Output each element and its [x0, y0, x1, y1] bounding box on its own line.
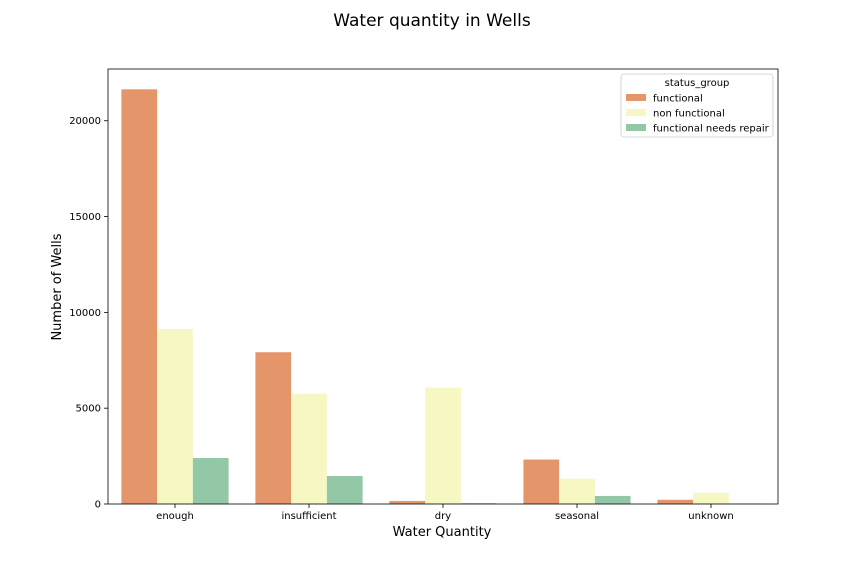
x-tick-label: enough	[156, 511, 194, 522]
bar-non-functional-enough	[157, 328, 193, 504]
bar-functional-needs-repair-seasonal	[594, 495, 631, 504]
x-tick-label: dry	[435, 511, 451, 522]
legend-label: non functional	[653, 109, 725, 120]
legend-box	[620, 73, 774, 138]
legend-title: status_group	[665, 78, 730, 89]
x-tick-label: unknown	[688, 511, 733, 522]
chart-title: Water quantity in Wells	[333, 11, 531, 31]
legend-label: functional	[653, 94, 703, 105]
y-tick-label: 10000	[69, 308, 101, 319]
bars-layer	[121, 89, 765, 504]
legend-swatch	[626, 109, 646, 116]
legend-label: functional needs repair	[653, 124, 770, 135]
x-tick-label: seasonal	[555, 511, 599, 522]
y-axis-label: Number of Wells	[50, 233, 65, 340]
bar-non-functional-insufficient	[291, 393, 327, 504]
bar-functional-insufficient	[255, 352, 292, 504]
bar-functional-dry	[389, 500, 426, 504]
y-tick-label: 5000	[76, 404, 101, 415]
legend: status_group functional non functional func…	[620, 73, 774, 138]
y-tick-label: 20000	[69, 116, 101, 127]
bar-non-functional-unknown	[693, 492, 729, 504]
legend-swatch	[626, 94, 646, 101]
y-axis: 0 5000 10000 15000 20000	[69, 116, 108, 511]
bar-functional-needs-repair-insufficient	[326, 476, 363, 504]
bar-non-functional-dry	[425, 387, 461, 504]
bar-functional-needs-repair-enough	[192, 458, 229, 504]
bar-functional-seasonal	[523, 459, 560, 504]
x-axis-label: Water Quantity	[393, 525, 492, 540]
bar-non-functional-seasonal	[559, 478, 595, 504]
y-tick-label: 15000	[69, 212, 101, 223]
legend-swatch	[626, 124, 646, 131]
plot-frame	[107, 68, 779, 505]
y-tick-label: 0	[95, 500, 101, 511]
bar-functional-enough	[121, 89, 158, 504]
bar-functional-unknown	[657, 499, 694, 504]
x-axis: enough insufficient dry seasonal unknown	[156, 504, 734, 522]
x-tick-label: insufficient	[281, 511, 336, 522]
